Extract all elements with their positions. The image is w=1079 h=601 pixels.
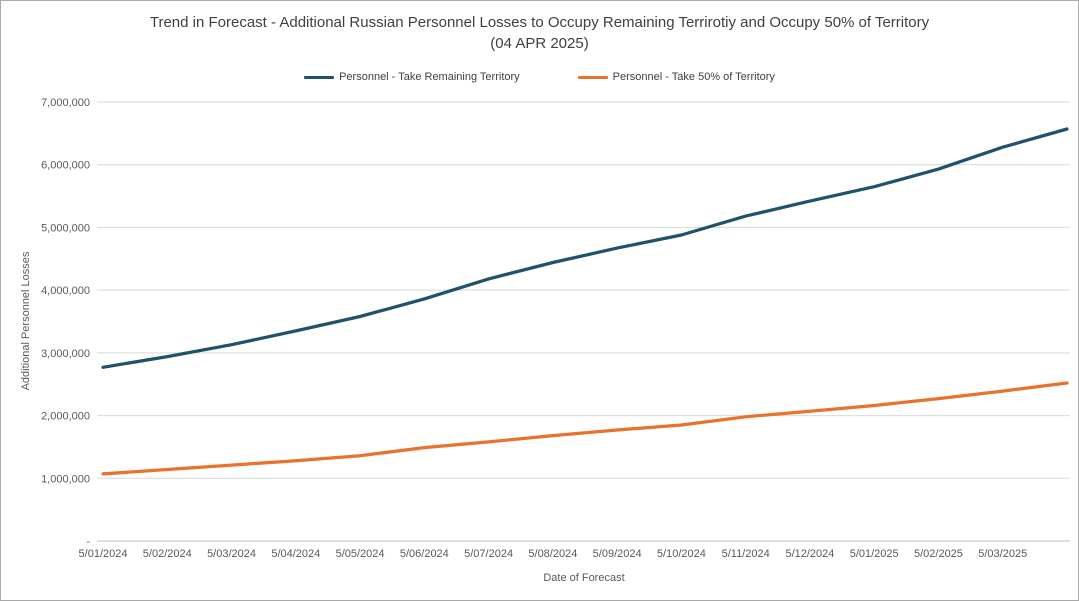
x-tick-label: 5/05/2024	[336, 548, 385, 560]
legend-item: Personnel - Take Remaining Territory	[304, 71, 520, 83]
legend-line-swatch	[577, 75, 608, 79]
legend-label: Personnel - Take Remaining Territory	[339, 71, 520, 83]
data-series-lines	[101, 127, 1069, 476]
y-tick-label: 3,000,000	[41, 348, 90, 360]
chart-legend: Personnel - Take Remaining Territory Pers…	[1, 71, 1078, 83]
y-tick-label: 5,000,000	[41, 222, 90, 234]
x-tick-label: 5/07/2024	[464, 548, 513, 560]
x-tick-label: 5/10/2024	[657, 548, 706, 560]
y-tick-label: -	[86, 536, 90, 548]
x-tick-label: 5/03/2025	[978, 548, 1027, 560]
x-axis-title: Date of Forecast	[543, 572, 624, 584]
x-tick-label: 5/06/2024	[400, 548, 449, 560]
y-axis-tick-labels: - 1,000,000 2,000,000 3,000,000 4,000,000 5,0…	[41, 97, 90, 548]
x-axis-tick-labels: 5/01/2024 5/02/2024 5/03/2024 5/04/2024 5/05…	[79, 548, 1028, 560]
y-tick-label: 2,000,000	[41, 411, 90, 423]
gridlines	[97, 101, 1070, 542]
chart-title-line1: Trend in Forecast - Additional Russian P…	[149, 14, 930, 31]
y-tick-label: 7,000,000	[41, 97, 90, 109]
chart-title: Trend in Forecast - Additional Russian P…	[1, 12, 1078, 54]
x-tick-label: 5/09/2024	[593, 548, 642, 560]
x-tick-label: 5/03/2024	[207, 548, 256, 560]
y-tick-label: 6,000,000	[41, 160, 90, 172]
x-tick-label: 5/01/2025	[850, 548, 899, 560]
legend-line-swatch	[304, 75, 335, 79]
chart-title-line2: (04 APR 2025)	[490, 35, 589, 52]
x-tick-label: 5/08/2024	[528, 548, 577, 560]
x-tick-label: 5/11/2024	[722, 548, 770, 560]
x-tick-label: 5/02/2025	[914, 548, 963, 560]
x-tick-label: 5/12/2024	[785, 548, 834, 560]
x-tick-label: 5/02/2024	[143, 548, 192, 560]
x-tick-label: 5/01/2024	[79, 548, 128, 560]
series-line	[101, 381, 1069, 476]
series-line	[101, 127, 1069, 369]
legend-item: Personnel - Take 50% of Territory	[577, 71, 775, 83]
x-tick-label: 5/04/2024	[271, 548, 320, 560]
y-axis-title: Additional Personnel Losses	[20, 251, 32, 390]
y-tick-label: 1,000,000	[41, 473, 90, 485]
y-tick-label: 4,000,000	[41, 285, 90, 297]
legend-label: Personnel - Take 50% of Territory	[612, 71, 775, 83]
